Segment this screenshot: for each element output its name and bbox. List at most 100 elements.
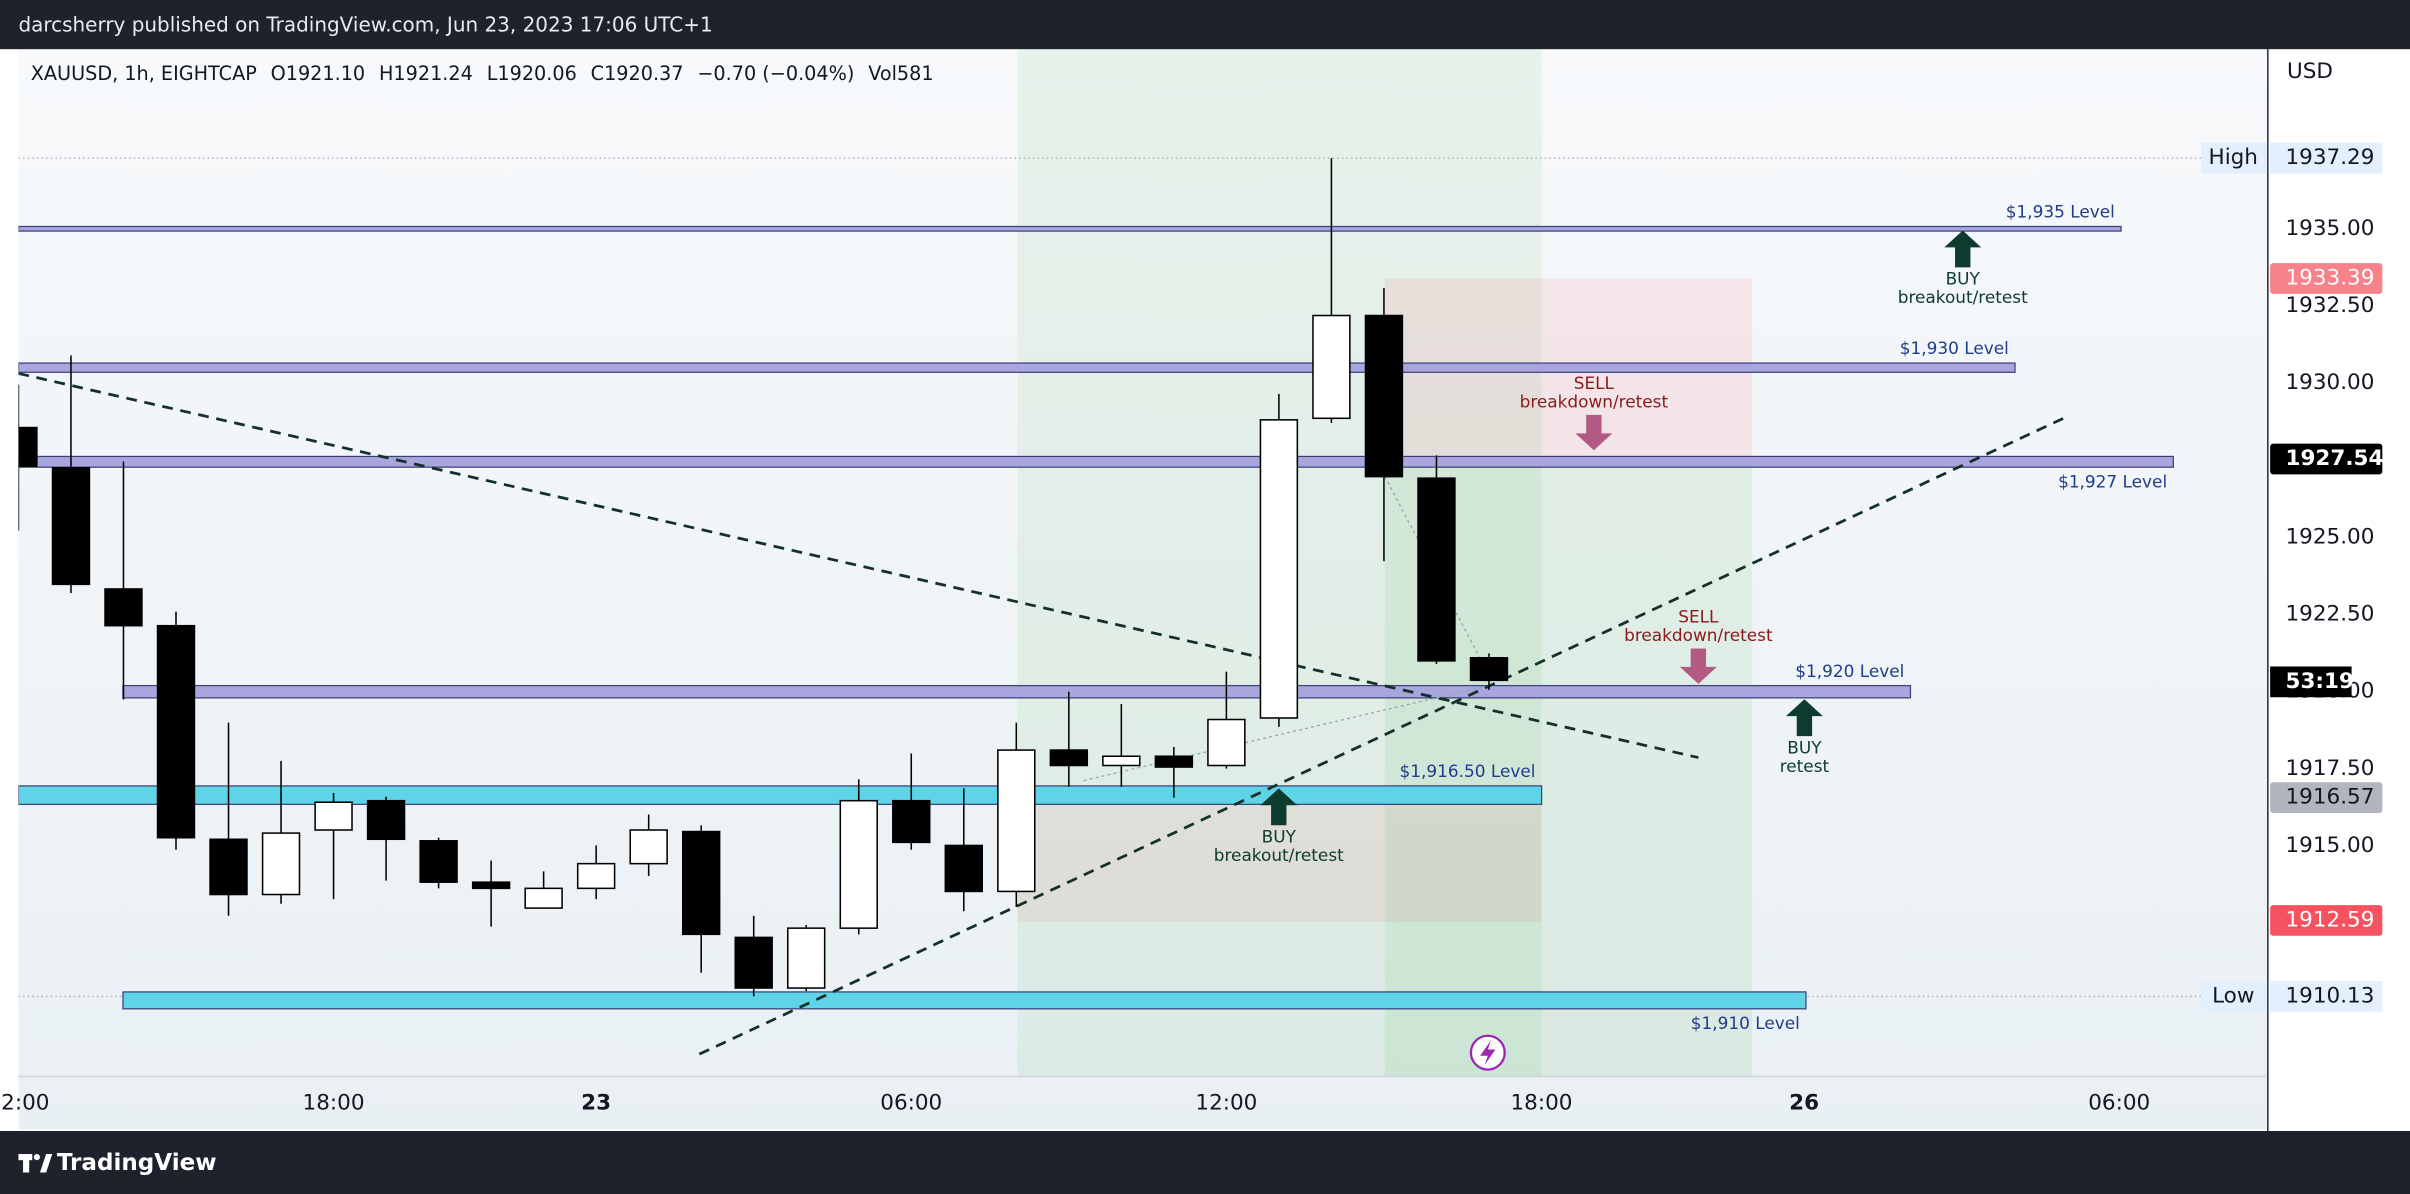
legend-item: L1920.06 <box>487 61 577 84</box>
annotation-arrow <box>1575 414 1613 451</box>
annotation-text: BUY <box>1946 269 1981 289</box>
x-tick-label: 26 <box>1789 1090 1819 1115</box>
level-band <box>18 455 2174 468</box>
trend-line <box>18 372 1699 759</box>
candle-body <box>839 799 878 929</box>
marker-bg <box>2270 980 2383 1012</box>
marker-tag: Low <box>2212 983 2254 1008</box>
marker-bg <box>2270 443 2383 475</box>
marker-label: 1912.59 <box>2286 907 2375 932</box>
candle-body <box>944 844 983 893</box>
legend-item: H1921.24 <box>379 61 473 84</box>
y-tick-label: 1935.00 <box>2286 216 2375 241</box>
bottom-bar <box>0 1130 2410 1194</box>
candle-body <box>1417 477 1456 662</box>
path-line <box>1083 686 1484 782</box>
x-tick-label: 23 <box>581 1090 611 1115</box>
annotation-text: retest <box>1780 756 1830 776</box>
annotation-text: SELL <box>1574 373 1615 393</box>
y-tick-label: 1925.00 <box>2286 524 2375 549</box>
annotation-text: BUY <box>1262 826 1297 846</box>
candle-body <box>1259 419 1299 719</box>
y-tick-label: 1932.50 <box>2286 293 2375 318</box>
level-label: $1,916.50 Level <box>1400 761 1536 781</box>
level-band <box>18 225 2122 232</box>
y-tick-label: 1922.50 <box>2286 602 2375 627</box>
brand-logo <box>18 1154 53 1173</box>
candle-body <box>1049 749 1089 767</box>
x-tick-label: 12:00 <box>1195 1090 1257 1115</box>
publish-info: darcsherry published on TradingView.com,… <box>18 13 712 37</box>
level-label: $1,927 Level <box>2058 472 2167 492</box>
legend-item: O1921.10 <box>271 61 366 84</box>
annotation-text: BUY <box>1787 737 1822 757</box>
marker-label: 1933.39 <box>2286 265 2375 290</box>
candle-body <box>51 466 91 586</box>
candle-body <box>576 862 616 890</box>
level-label: $1,935 Level <box>2006 202 2115 222</box>
level-band <box>122 991 1807 1010</box>
marker-bg <box>2270 263 2383 294</box>
event-icon <box>1469 1034 1506 1071</box>
top-bar <box>0 0 2410 50</box>
plot: $1,935 Level $1,930 Level $1,927 Level $1,9… <box>18 49 2268 1076</box>
trend-line <box>698 416 2065 1056</box>
legend-item: XAUUSD, 1h, EIGHTCAP <box>31 61 257 84</box>
level-label: $1,930 Level <box>1900 338 2009 358</box>
marker-label: 1937.29 <box>2286 145 2375 170</box>
x-tick-label: 06:00 <box>2088 1090 2150 1115</box>
axes: 1915.001917.501920.001922.501925.001927.… <box>2200 142 2384 1012</box>
annotation-text: breakout/retest <box>1214 845 1344 865</box>
annotation-text: breakdown/retest <box>1624 625 1773 645</box>
marker-label: 1910.13 <box>2286 983 2375 1008</box>
currency: USD <box>2287 59 2333 84</box>
candle-body <box>156 624 196 839</box>
candle-body <box>524 887 563 909</box>
level-band <box>18 785 1543 805</box>
annotation-text: breakout/retest <box>1898 287 2028 307</box>
level-label: $1,920 Level <box>1795 661 1904 681</box>
candle-body <box>1102 755 1141 767</box>
candle-body <box>1207 718 1246 767</box>
x-tick-label: 18:00 <box>1511 1090 1573 1115</box>
candle-body <box>18 426 38 467</box>
countdown-bg <box>2270 666 2352 698</box>
annotation-arrow <box>1944 230 1982 268</box>
candle-body <box>1469 657 1509 682</box>
candle-body <box>419 840 458 883</box>
annotation-arrow <box>1260 788 1298 826</box>
candle-body <box>734 936 773 989</box>
candle-body <box>892 799 931 844</box>
x-tick-label: 18:00 <box>303 1090 365 1115</box>
annotation-text: breakdown/retest <box>1520 392 1669 412</box>
event-icon-bolt <box>1480 1040 1496 1065</box>
level-band <box>122 684 1912 699</box>
marker-tag-bg <box>2200 980 2268 1012</box>
countdown: 53:19 <box>2286 669 2354 694</box>
marker-bg <box>2270 905 2383 936</box>
y-tick-label: 1915.00 <box>2286 833 2375 858</box>
candle-body <box>471 881 511 890</box>
annotation-arrow <box>1785 699 1823 737</box>
x-tick-label: 06:00 <box>880 1090 942 1115</box>
candle-body <box>366 799 406 841</box>
marker-label: 1927.54 <box>2286 446 2384 471</box>
candle-body <box>997 749 1036 893</box>
x-tick-label: 12:00 <box>0 1090 49 1115</box>
annotation-text: SELL <box>1678 607 1719 627</box>
y-tick-label: 1930.00 <box>2286 370 2375 395</box>
legend-item: −0.70 (−0.04%) <box>697 61 854 84</box>
candle-body <box>629 829 668 865</box>
candle-body <box>314 801 353 831</box>
candle-body <box>1364 314 1404 478</box>
candle-body <box>1312 314 1351 420</box>
legend: XAUUSD, 1h, EIGHTCAP O1921.10 H1921.24 L192… <box>31 61 934 84</box>
legend-item: Vol581 <box>868 61 933 84</box>
marker-bg <box>2270 782 2383 813</box>
level-band <box>18 362 2016 373</box>
legend-item: C1920.37 <box>591 61 684 84</box>
marker-tag-bg <box>2200 142 2268 174</box>
marker-tag: High <box>2209 145 2258 170</box>
